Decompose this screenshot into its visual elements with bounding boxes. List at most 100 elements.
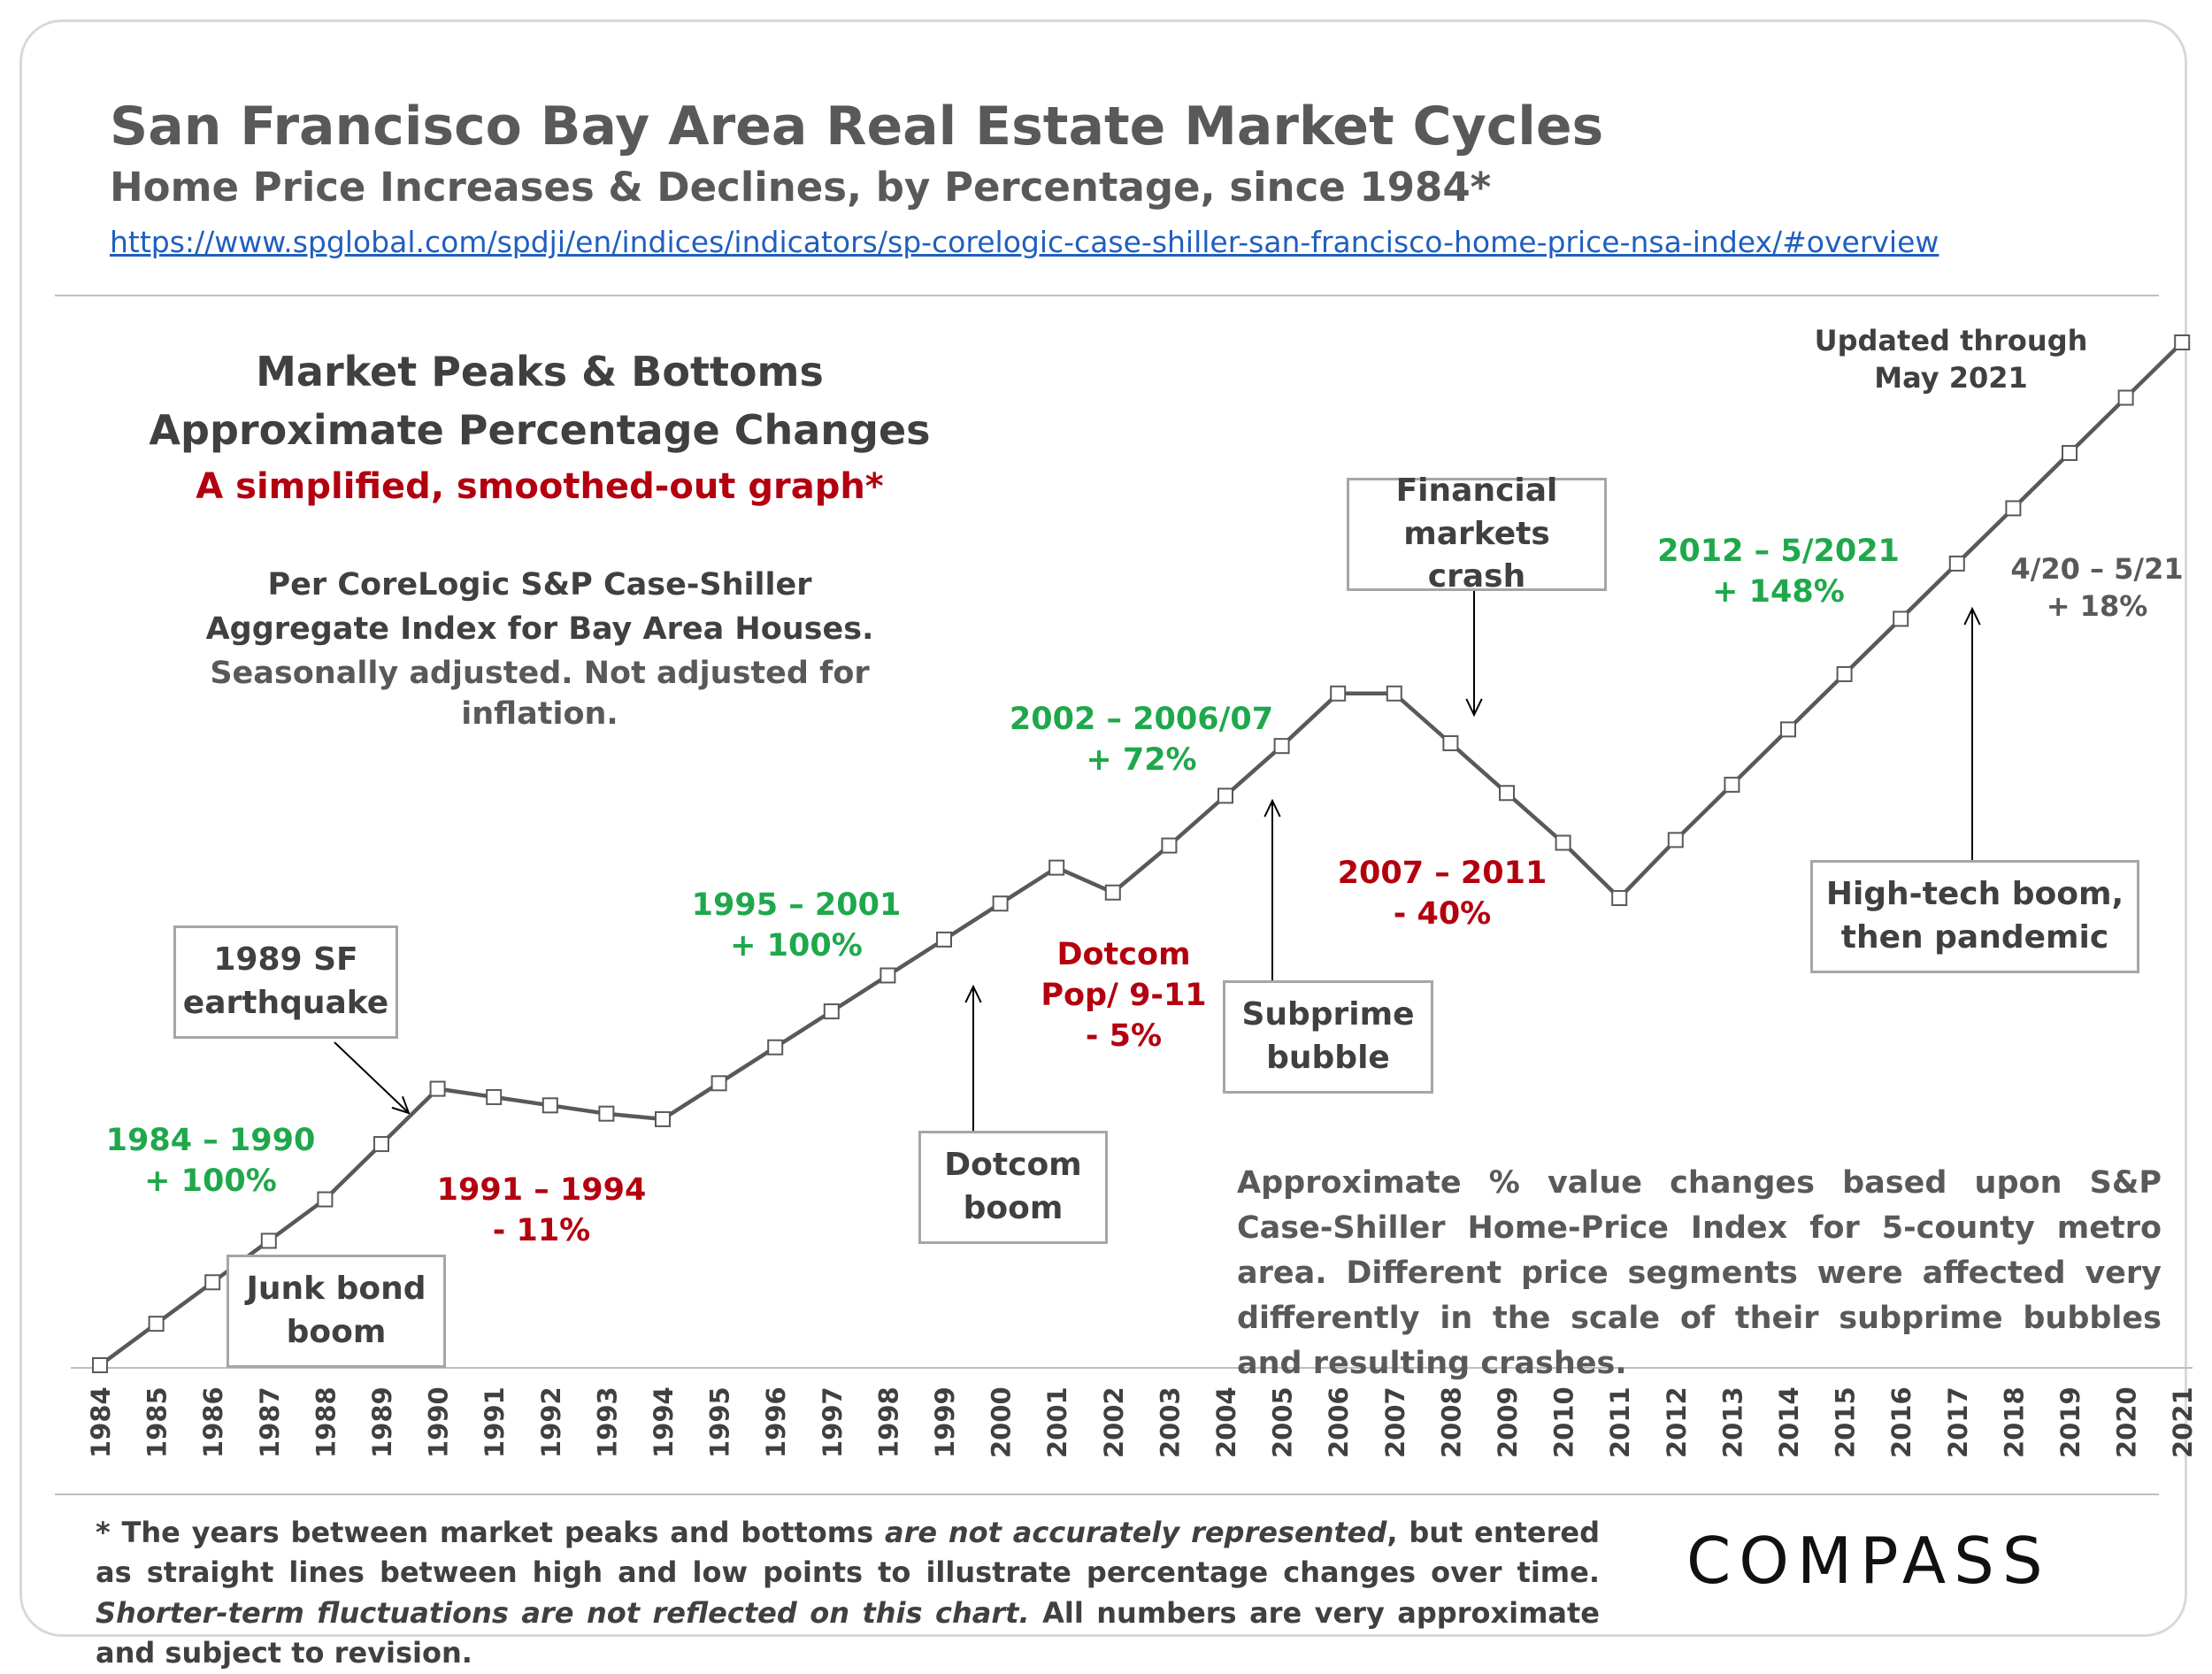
x-tick-label: 2019 — [2055, 1386, 2085, 1458]
data-point-2007 — [1386, 685, 1402, 702]
data-point-2020 — [2117, 389, 2134, 406]
footnote-part1: * The years between market peaks and bot… — [96, 1516, 885, 1549]
x-tick-label: 2008 — [1436, 1386, 1466, 1458]
x-tick-label: 1995 — [705, 1386, 735, 1458]
panel-heading-red: A simplified, smoothed-out graph* — [196, 466, 884, 507]
data-point-1998 — [879, 967, 896, 984]
data-point-2021 — [2174, 334, 2191, 350]
x-tick-label: 2007 — [1380, 1386, 1410, 1458]
x-tick-label: 2004 — [1211, 1386, 1241, 1458]
x-tick-label: 2013 — [1717, 1386, 1747, 1458]
annotation-2007-2011: 2007 – 2011 - 40% — [1337, 856, 1548, 933]
data-point-1991 — [486, 1088, 503, 1105]
x-tick-label: 2011 — [1605, 1386, 1635, 1458]
x-tick-label: 1989 — [367, 1386, 397, 1458]
data-point-1989 — [373, 1136, 389, 1153]
data-point-1984 — [92, 1357, 108, 1373]
x-tick-label: 1996 — [761, 1386, 791, 1458]
x-tick-label: 1987 — [255, 1386, 285, 1458]
annotation-1995-2001: 1995 – 2001 + 100% — [691, 887, 902, 964]
panel-desc-3: Seasonally adjusted. Not adjusted for in… — [210, 656, 870, 733]
source-link[interactable]: https://www.spglobal.com/spdji/en/indice… — [110, 225, 1939, 259]
series-line — [98, 341, 2184, 1367]
data-point-2009 — [1499, 785, 1515, 802]
data-point-2001 — [1048, 859, 1065, 876]
bottom-divider — [55, 1494, 2159, 1495]
panel-heading-1: Market Peaks & Bottoms — [256, 348, 824, 395]
arrow-earthquake-head — [391, 1095, 411, 1115]
data-point-1988 — [317, 1191, 334, 1208]
x-tick-label: 2010 — [1549, 1386, 1579, 1458]
annotation-2020-2021: 4/20 – 5/21 + 18% — [2010, 552, 2184, 624]
arrow-earthquake — [334, 1041, 410, 1114]
data-point-2008 — [1442, 735, 1459, 752]
x-tick-label: 2012 — [1662, 1386, 1692, 1458]
data-point-2006 — [1330, 685, 1347, 702]
x-tick-label: 1988 — [311, 1386, 341, 1458]
methodology-note: Approximate % value changes based upon S… — [1237, 1165, 2162, 1382]
data-point-2012 — [1667, 832, 1684, 849]
x-tick-label: 2009 — [1493, 1386, 1523, 1458]
x-tick-labels: 1984 1985 1986 1987 1988 1989 1990 1991 1992 1993… — [86, 1386, 2198, 1458]
x-tick-label: 2002 — [1099, 1386, 1129, 1458]
data-point-2015 — [1836, 665, 1853, 682]
x-tick-label: 2006 — [1324, 1386, 1354, 1458]
box-dotcom-boom: Dotcom boom — [918, 1131, 1108, 1244]
updated-note: Updated through May 2021 — [1814, 324, 2088, 395]
panel-heading-2: Approximate Percentage Changes — [149, 406, 931, 454]
x-tick-label: 1986 — [198, 1386, 228, 1458]
x-tick-label: 1993 — [592, 1386, 622, 1458]
data-point-1999 — [936, 931, 952, 948]
page-title: San Francisco Bay Area Real Estate Marke… — [110, 96, 1604, 157]
x-tick-label: 1997 — [818, 1386, 848, 1458]
compass-logo: COMPASS — [1686, 1524, 2051, 1598]
data-point-2005 — [1273, 738, 1290, 755]
annotation-2002-2006: 2002 – 2006/07 + 72% — [1009, 702, 1274, 779]
page-subtitle: Home Price Increases & Declines, by Perc… — [110, 164, 1492, 211]
annotation-1991-1994: 1991 – 1994 - 11% — [436, 1172, 647, 1249]
data-point-1986 — [204, 1274, 221, 1291]
box-financial-crash: Financial markets crash — [1347, 472, 1607, 595]
data-point-2017 — [1948, 555, 1965, 572]
data-point-2019 — [2062, 444, 2078, 461]
data-point-2018 — [2005, 500, 2022, 517]
x-tick-label: 2001 — [1042, 1386, 1072, 1458]
data-point-1992 — [541, 1097, 558, 1114]
data-point-markers — [92, 334, 2191, 1373]
box-earthquake: 1989 SF earthquake — [173, 925, 398, 1039]
annotation-2012-2021: 2012 – 5/2021 + 148% — [1657, 534, 1900, 610]
x-tick-label: 2014 — [1774, 1386, 1804, 1458]
data-point-1994 — [655, 1110, 671, 1127]
box-junk-bond: Junk bond boom — [227, 1255, 446, 1368]
x-tick-label: 2005 — [1268, 1386, 1298, 1458]
x-tick-label: 1998 — [873, 1386, 903, 1458]
arrow-high-tech-head — [1963, 606, 1981, 626]
box-high-tech: High-tech boom, then pandemic — [1810, 860, 2139, 973]
x-tick-label: 2020 — [2112, 1386, 2142, 1458]
series-line-layer — [98, 341, 2184, 1367]
x-tick-label: 1984 — [86, 1386, 116, 1458]
x-tick-label: 1985 — [142, 1386, 173, 1458]
annotation-dotcom-pop: Dotcom Pop/ 9-11 - 5% — [1041, 937, 1207, 1055]
x-tick-label: 1992 — [536, 1386, 566, 1458]
arrow-financial-crash-head — [1465, 698, 1483, 718]
x-tick-label: 2018 — [1999, 1386, 2029, 1458]
footnote-part2: , but entered as straight lines between … — [96, 1516, 1601, 1590]
x-tick-label: 2015 — [1831, 1386, 1861, 1458]
data-point-1985 — [148, 1316, 165, 1332]
annotation-arrows — [334, 591, 1981, 1131]
box-subprime: Subprime bubble — [1223, 980, 1433, 1094]
data-point-2004 — [1217, 787, 1233, 804]
panel-desc-1: Per CoreLogic S&P Case-Shiller — [267, 567, 812, 603]
data-point-2011 — [1611, 889, 1628, 906]
top-divider — [55, 295, 2159, 296]
x-tick-label: 2017 — [1943, 1386, 1973, 1458]
x-tick-label: 1999 — [930, 1386, 960, 1458]
x-tick-label: 2016 — [1886, 1386, 1916, 1458]
x-tick-label: 1991 — [480, 1386, 510, 1458]
panel-desc-2: Aggregate Index for Bay Area Houses. — [205, 611, 874, 647]
x-tick-label: 1994 — [649, 1386, 679, 1458]
data-point-2003 — [1161, 837, 1178, 854]
annotation-1984-1990: 1984 – 1990 + 100% — [105, 1123, 316, 1200]
